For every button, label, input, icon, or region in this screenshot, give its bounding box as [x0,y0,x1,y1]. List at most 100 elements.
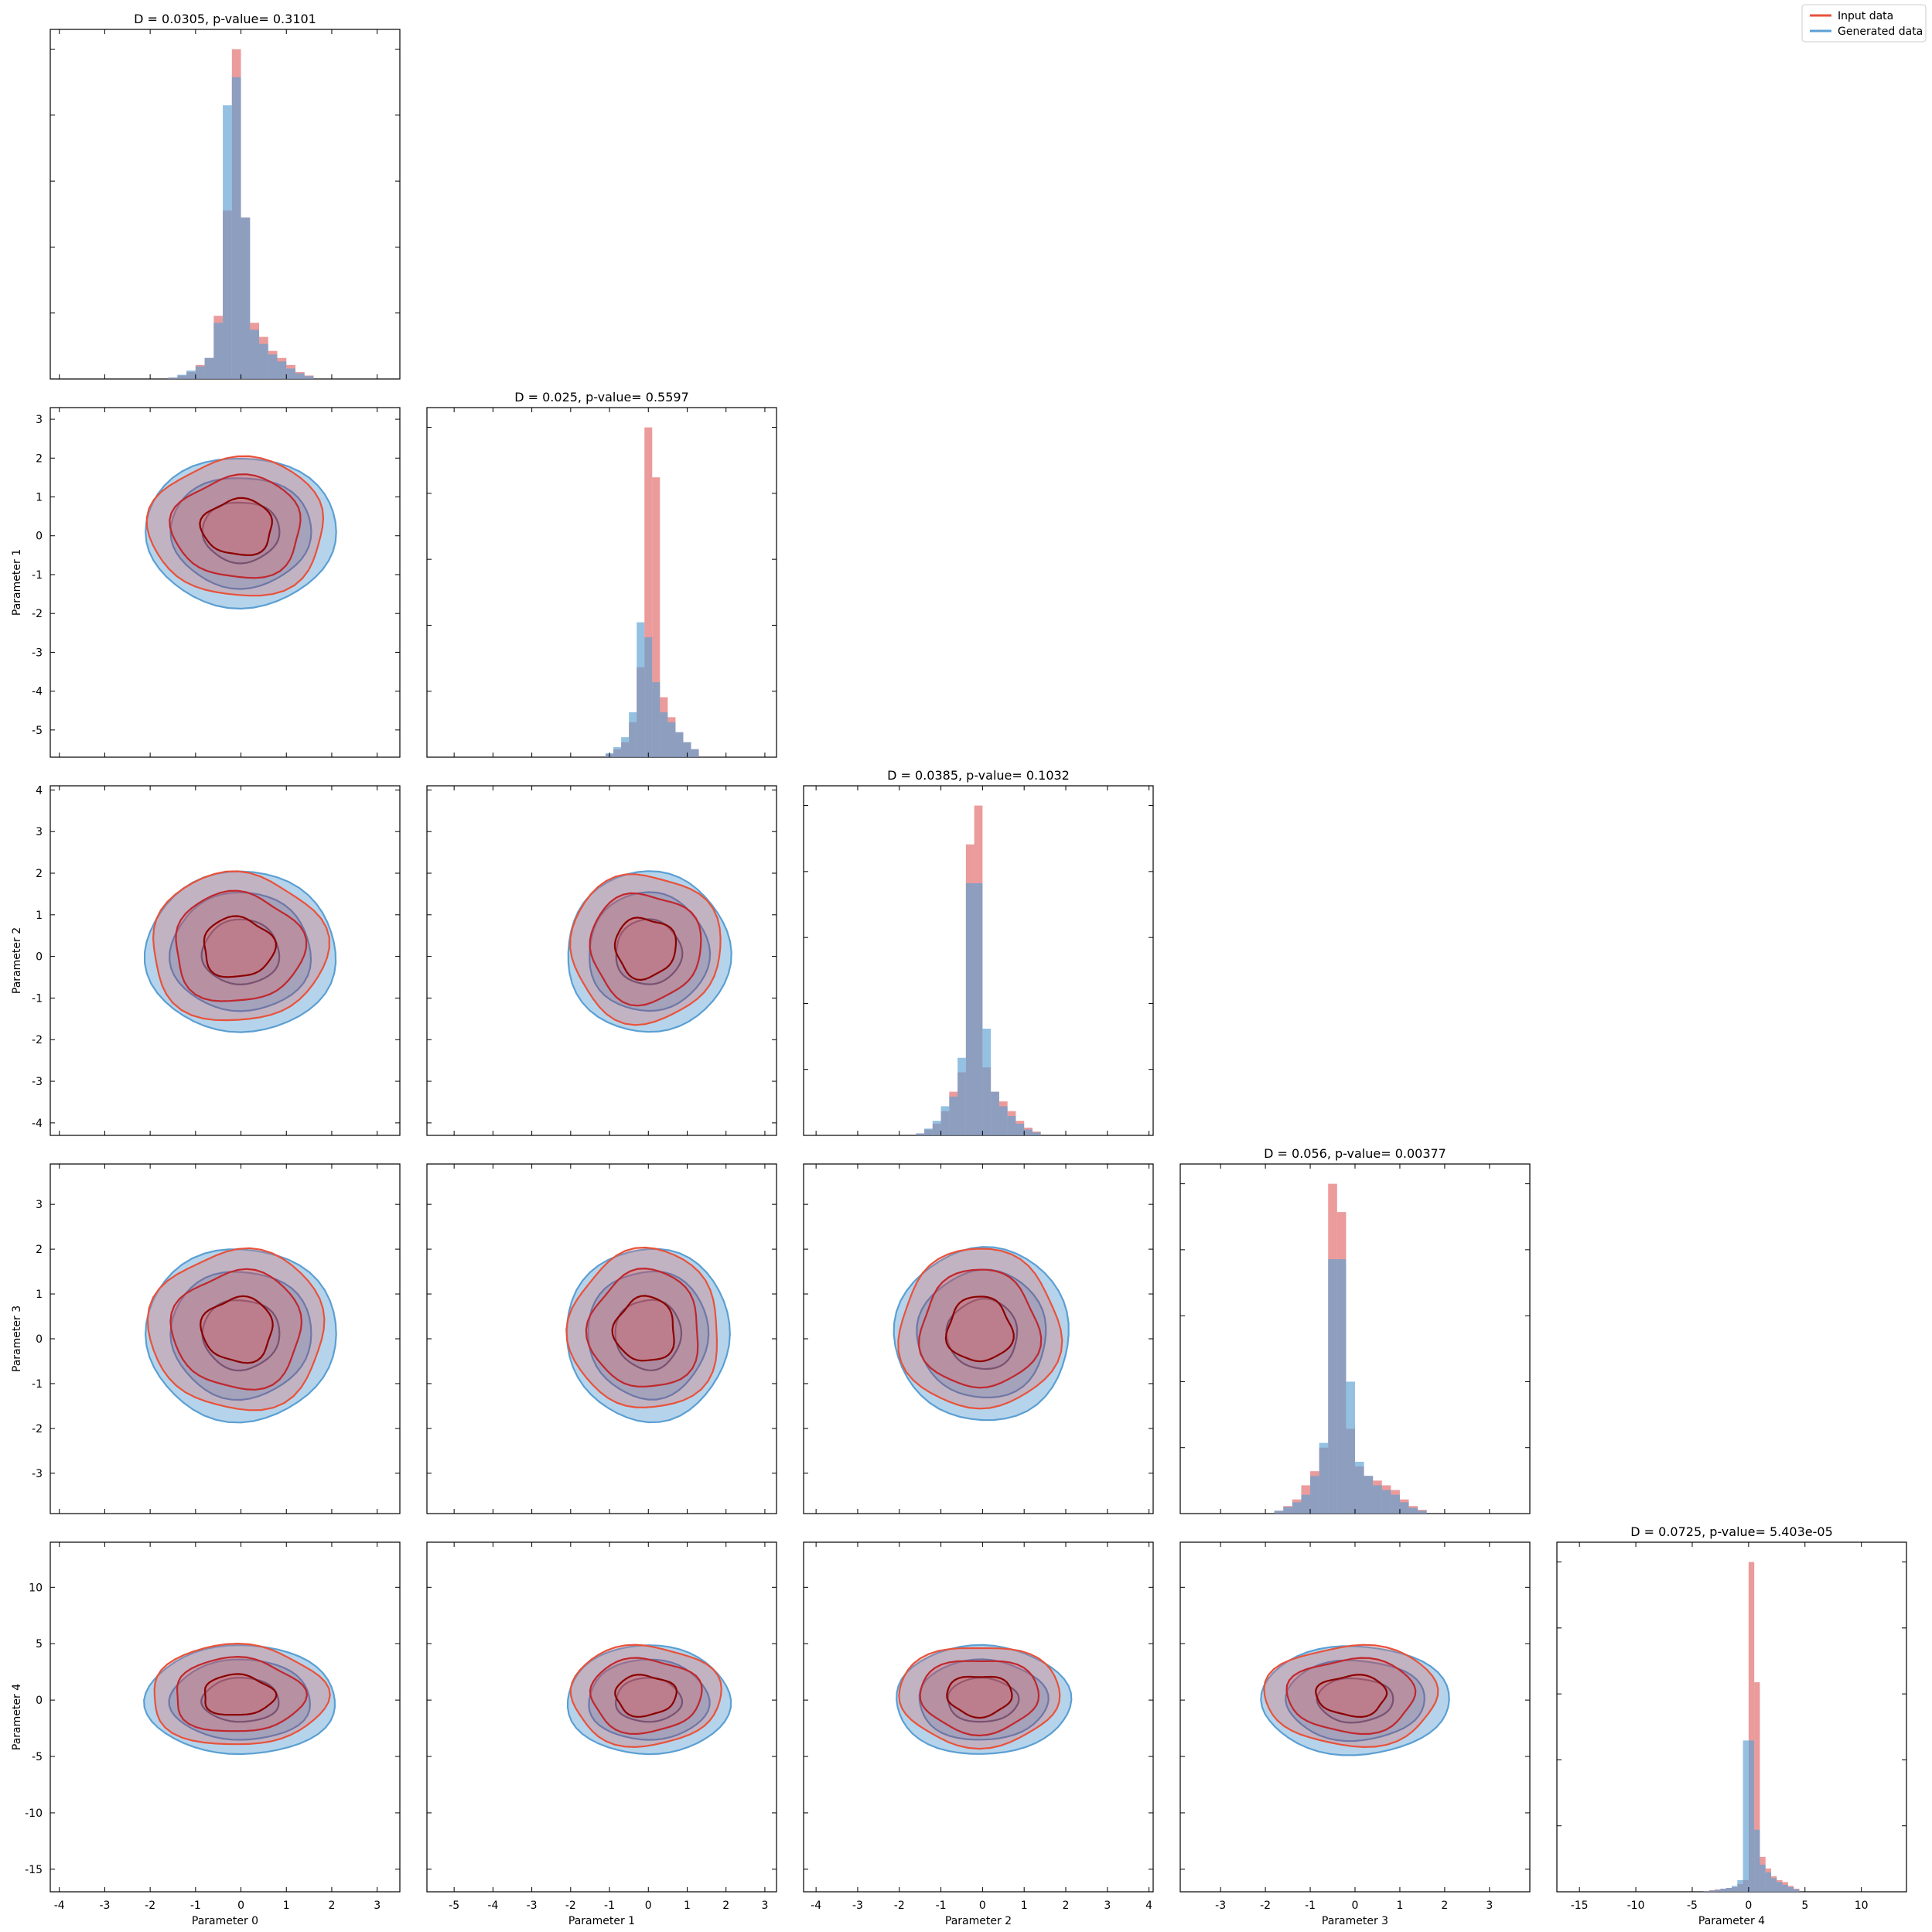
x-tick-label: 0 [979,1900,986,1912]
input-bar [1748,1562,1755,1892]
generated-bar [1408,1507,1418,1514]
generated-bar [1292,1502,1302,1514]
input-contour [589,1657,703,1736]
generated-contour [588,1658,711,1741]
y-tick-label: -3 [32,1076,43,1088]
x-tick-label: 2 [722,1900,729,1912]
y-tick-label: -1 [32,1378,43,1391]
generated-bar [1399,1502,1409,1514]
generated-bar [613,747,622,757]
input-contour [585,1267,699,1388]
y-axis-label: Parameter 2 [11,927,23,994]
y-tick-label: 0 [36,951,43,964]
generated-bar [982,1029,992,1135]
x-tick-label: 1 [283,1900,290,1912]
panel-frame [426,407,777,758]
generated-bar [223,105,232,379]
x-tick-label: 3 [1104,1900,1111,1912]
generated-bar [637,622,645,757]
generated-contour [169,891,312,1012]
x-tick-label: -5 [449,1900,459,1912]
y-tick-label: -4 [32,1118,43,1130]
generated-bar [667,722,676,757]
y-tick-label: -1 [32,992,43,1005]
generated-bar [1715,1889,1721,1892]
x-tick-label: -1 [604,1900,615,1912]
input-contour [176,1655,309,1732]
x-tick-label: -3 [527,1900,538,1912]
hist-panel-2: D = 0.0385, p-value= 0.1032 [803,768,1154,1136]
x-tick-label: 0 [1745,1900,1752,1912]
x-tick-label: 3 [1486,1900,1493,1912]
generated-bar [1391,1494,1400,1514]
hist-panel-0: D = 0.0305, p-value= 0.3101 [49,12,401,380]
generated-bar [195,366,205,379]
contour-panel-4-2: -4 -3 -2 -1 0 1 2 3 4 Parameter 2 [803,1541,1154,1927]
generated-bar [231,77,241,379]
legend-label: Generated data [1838,26,1923,38]
generated-bar [675,732,684,757]
generated-bar [1364,1476,1374,1514]
input-bar [1754,1682,1760,1892]
generated-bar [644,637,653,757]
generated-bar [168,377,178,379]
y-tick-label: 3 [36,1199,43,1211]
x-tick-label: -3 [852,1900,863,1912]
generated-bar [1319,1442,1329,1514]
x-tick-label: -2 [145,1900,155,1912]
y-tick-label: 5 [36,1638,43,1650]
hist-panel-3: D = 0.056, p-value= 0.00377 [1179,1146,1531,1514]
legend: Input data Generated data [1801,4,1927,43]
generated-bar [1703,1890,1709,1892]
panel-frame [49,407,401,758]
y-tick-label: -2 [32,1423,43,1435]
generated-bar [940,1106,950,1135]
y-tick-label: 4 [36,784,43,797]
generated-bar [621,737,630,757]
x-tick-label: 1 [684,1900,691,1912]
x-tick-label: -1 [190,1900,201,1912]
generated-bar [213,323,224,379]
generated-bar [1720,1888,1726,1892]
contour-panel-3-1 [426,1163,777,1514]
panel-frame [49,785,401,1136]
x-tick-label: -10 [1627,1900,1645,1912]
x-tick-label: 2 [1063,1900,1070,1912]
x-tick-label: 1 [1021,1900,1028,1912]
input-contour [614,1674,678,1718]
y-tick-label: -15 [25,1864,43,1876]
input-contour [944,1295,1015,1363]
contour-panel-2-0: -4 -3 -2 -1 0 1 2 3 4 Parameter 2 [11,784,401,1136]
hist-panel-1: D = 0.025, p-value= 0.5597 [426,390,777,758]
generated-bar [277,361,287,379]
generated-bar [1328,1259,1337,1514]
y-tick-label: -4 [32,686,43,698]
generated-bar [1708,1890,1715,1892]
input-contour [917,1268,1043,1389]
x-axis-label: Parameter 3 [1322,1915,1388,1927]
y-tick-label: -3 [32,647,43,659]
generated-bar [1725,1887,1732,1892]
x-tick-label: 0 [237,1900,244,1912]
generated-bar [1024,1129,1033,1135]
generated-bar [1777,1882,1783,1892]
input-contour [613,917,678,981]
generated-bar [652,682,660,757]
y-tick-label: 0 [36,1695,43,1707]
contour-panel-4-3: -3 -2 -1 0 1 2 3 Parameter 3 [1179,1541,1531,1927]
generated-bar [1336,1259,1347,1514]
y-axis-label: Parameter 4 [11,1684,23,1750]
y-tick-label: 2 [36,868,43,880]
generated-bar [186,370,196,379]
contour-panel-3-2 [803,1163,1154,1514]
generated-bar [177,374,187,379]
generated-bar [1007,1115,1016,1135]
contour-panel-2-1 [426,785,777,1136]
x-tick-label: 0 [645,1900,652,1912]
legend-label: Input data [1838,10,1893,22]
x-tick-label: 2 [1441,1900,1448,1912]
input-contour [203,915,278,978]
input-contour [169,473,302,579]
y-tick-label: 10 [29,1582,43,1594]
